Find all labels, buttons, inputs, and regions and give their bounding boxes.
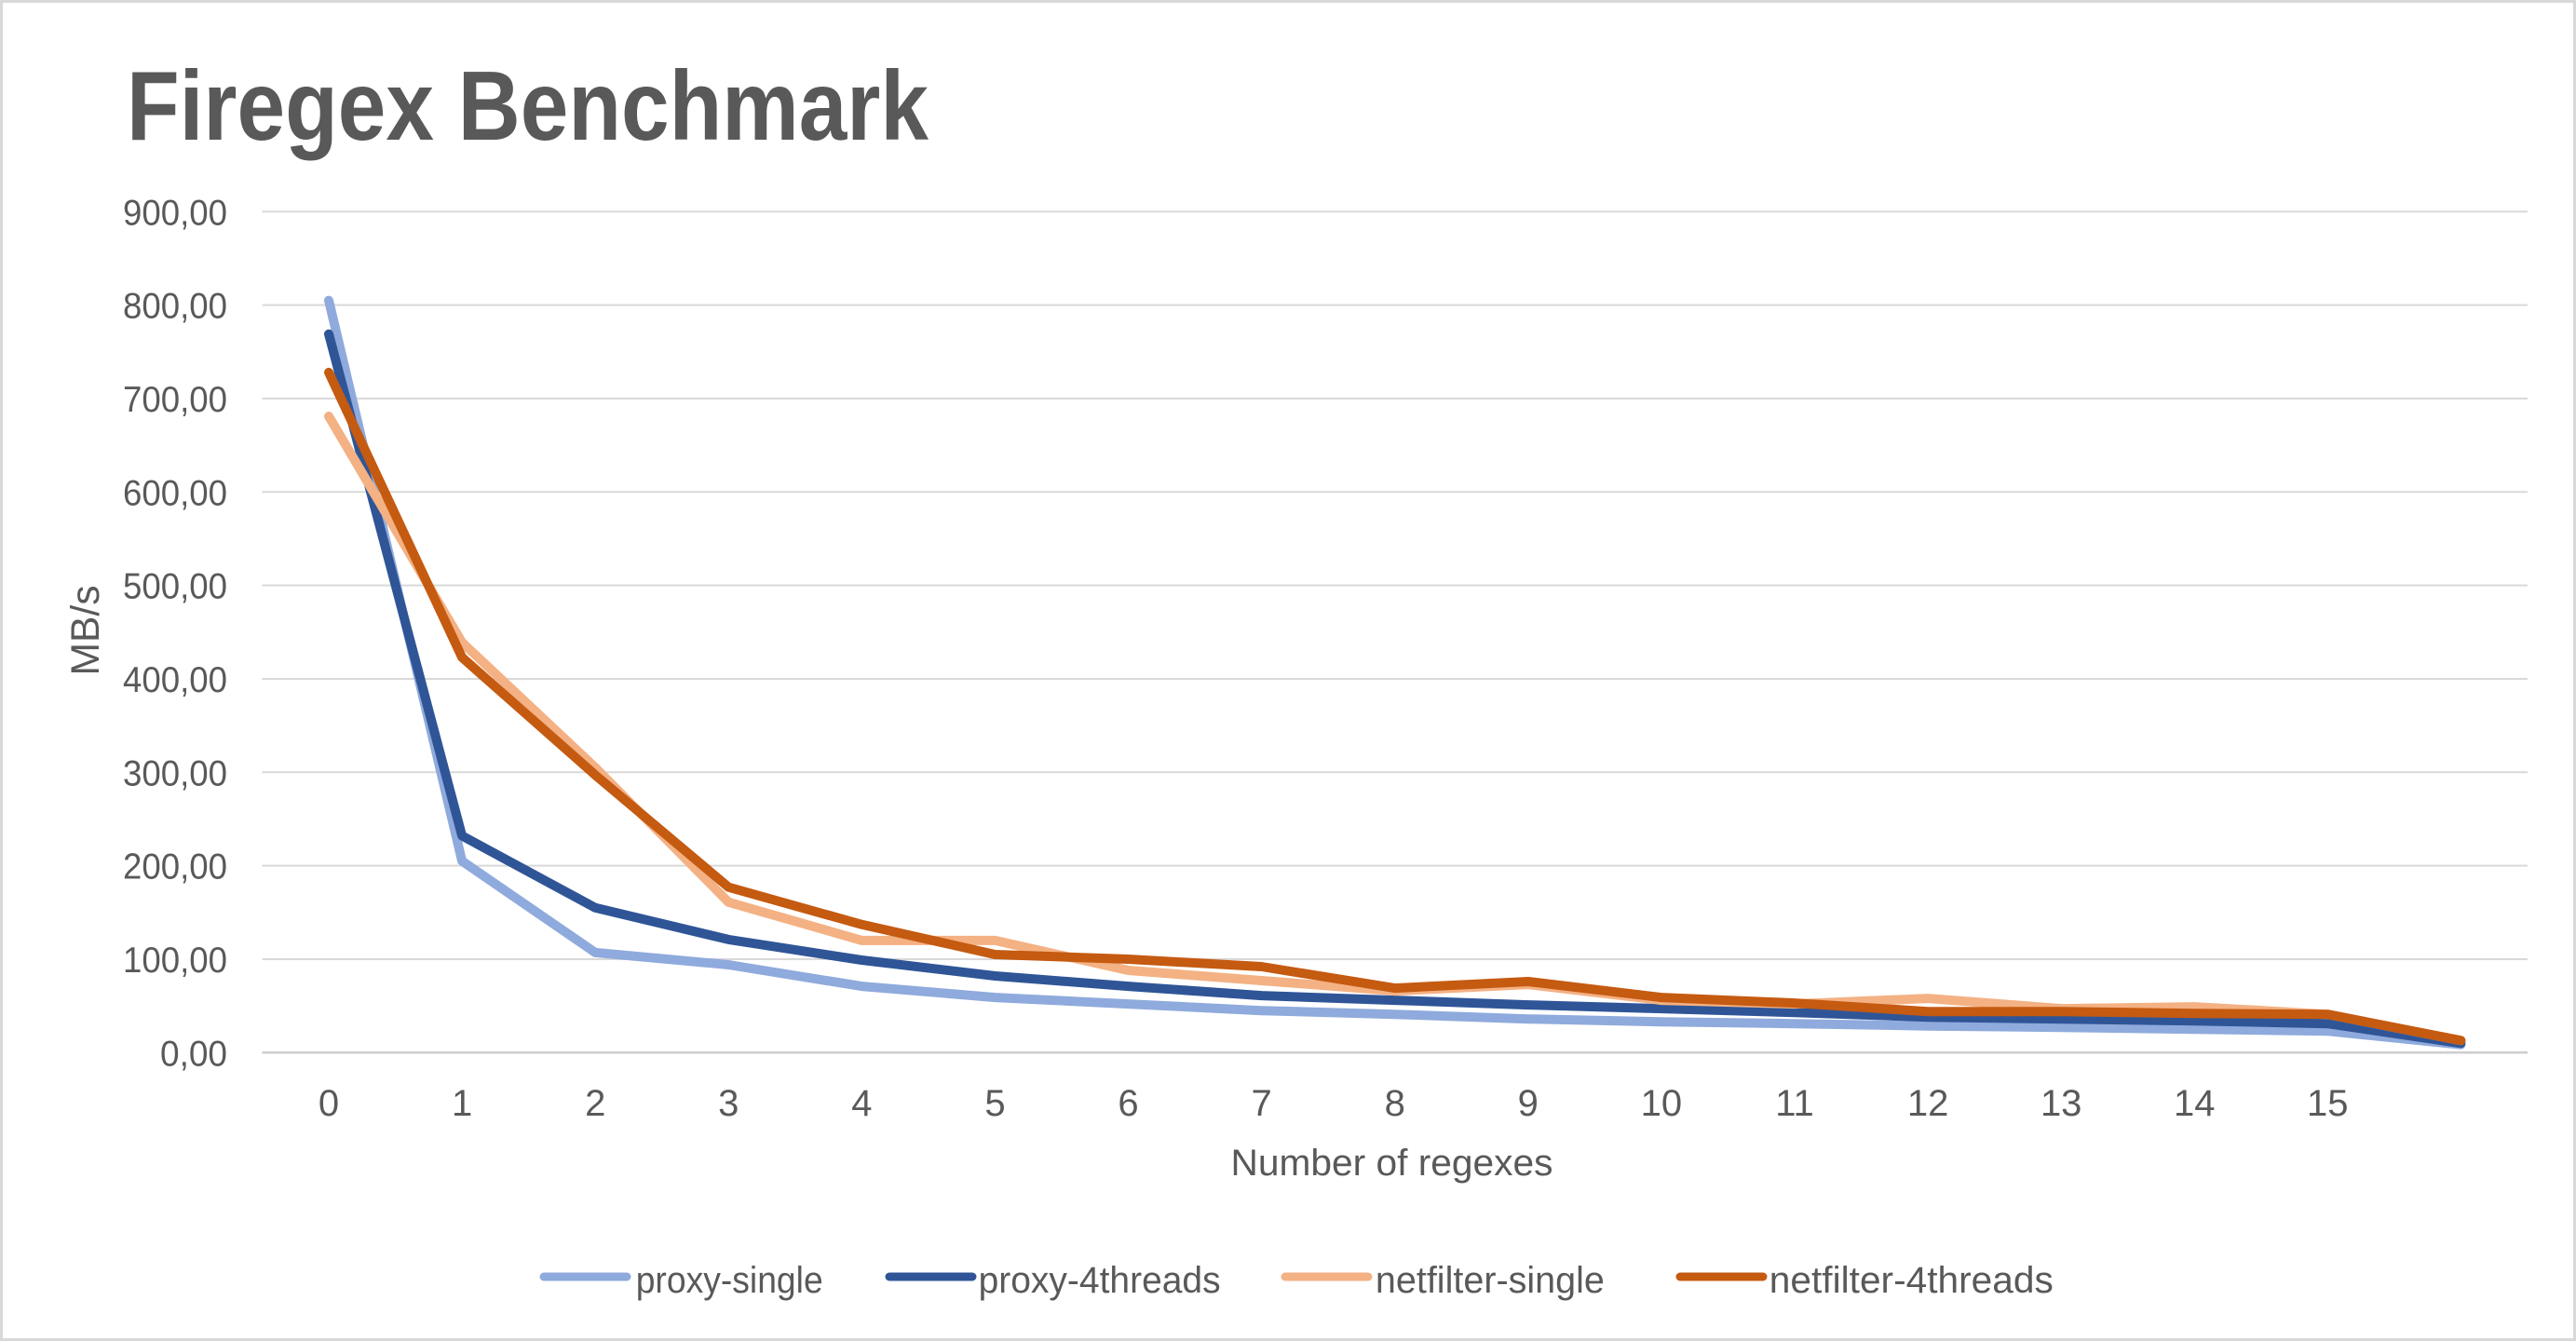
svg-text:14: 14 [2174,1083,2216,1124]
svg-text:Number of regexes: Number of regexes [1231,1143,1553,1184]
svg-text:Firegex Benchmark: Firegex Benchmark [127,51,929,161]
svg-text:netfilter-4threads: netfilter-4threads [1769,1260,2054,1301]
svg-text:netfilter-single: netfilter-single [1376,1260,1605,1301]
svg-text:10: 10 [1641,1083,1683,1124]
svg-text:100,00: 100,00 [123,941,227,981]
svg-text:0,00: 0,00 [160,1034,227,1074]
svg-text:13: 13 [2040,1083,2082,1124]
svg-text:8: 8 [1385,1083,1405,1124]
svg-text:proxy-single: proxy-single [636,1260,823,1301]
svg-text:700,00: 700,00 [123,380,227,420]
svg-text:proxy-4threads: proxy-4threads [979,1260,1221,1301]
svg-text:200,00: 200,00 [123,847,227,887]
svg-text:7: 7 [1251,1083,1271,1124]
svg-text:6: 6 [1118,1083,1138,1124]
svg-text:12: 12 [1907,1083,1949,1124]
svg-text:3: 3 [718,1083,739,1124]
svg-text:400,00: 400,00 [123,660,227,700]
svg-text:500,00: 500,00 [123,567,227,607]
svg-text:5: 5 [984,1083,1005,1124]
svg-text:0: 0 [319,1083,339,1124]
svg-text:300,00: 300,00 [123,753,227,793]
svg-text:11: 11 [1775,1083,1814,1124]
svg-text:MB/s: MB/s [63,586,108,676]
svg-text:9: 9 [1518,1083,1539,1124]
svg-text:4: 4 [851,1083,872,1124]
svg-text:800,00: 800,00 [123,287,227,327]
svg-text:1: 1 [452,1083,472,1124]
svg-text:900,00: 900,00 [123,193,227,233]
svg-text:600,00: 600,00 [123,473,227,513]
svg-text:2: 2 [585,1083,605,1124]
svg-text:15: 15 [2307,1083,2349,1124]
